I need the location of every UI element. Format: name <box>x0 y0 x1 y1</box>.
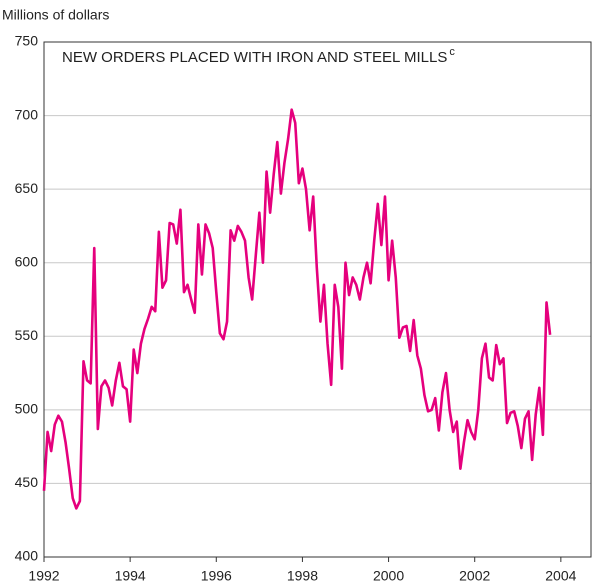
y-axis-label: Millions of dollars <box>2 7 109 23</box>
x-tick-label: 1996 <box>201 568 232 584</box>
chart-title: NEW ORDERS PLACED WITH IRON AND STEEL MI… <box>62 49 447 66</box>
x-tick-label: 1998 <box>287 568 318 584</box>
x-tick-label: 2002 <box>459 568 490 584</box>
y-tick-label: 700 <box>15 106 39 122</box>
x-tick-label: 2000 <box>373 568 404 584</box>
grid <box>44 41 591 558</box>
x-tick-label: 1992 <box>28 568 59 584</box>
y-tick-label: 650 <box>15 180 39 196</box>
y-tick-label: 550 <box>15 327 39 343</box>
plot-frame <box>43 41 592 558</box>
x-tick-label: 1994 <box>115 568 146 584</box>
y-tick-label: 500 <box>15 401 39 417</box>
y-tick-label: 450 <box>15 474 39 490</box>
y-tick-label: 600 <box>15 253 39 269</box>
data-line <box>42 108 552 510</box>
y-tick-label: 750 <box>15 33 39 49</box>
title-superscript: c <box>449 46 455 58</box>
x-tick-label: 2004 <box>545 568 576 584</box>
y-tick-label: 400 <box>15 548 39 564</box>
